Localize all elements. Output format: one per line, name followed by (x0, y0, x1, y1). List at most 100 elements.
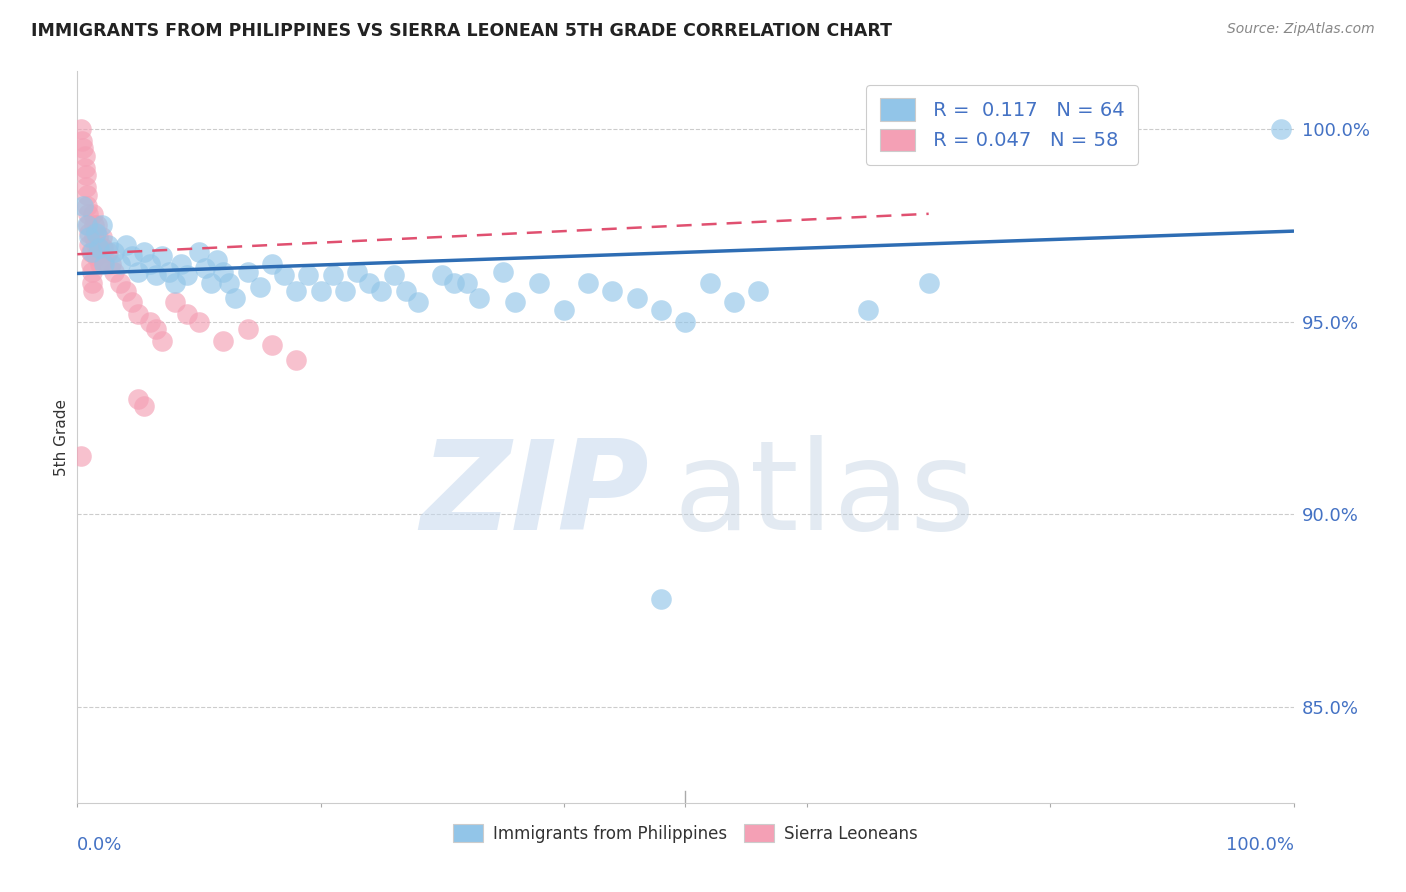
Point (97, 237, 120, 252)
Point (73, 149, 96, 163)
Point (93, 252, 115, 267)
Point (108, 257, 131, 271)
Point (70, 122, 93, 136)
Point (72, 199, 94, 213)
Point (249, 280, 271, 294)
Text: 100.0%: 100.0% (1226, 836, 1294, 854)
Point (76, 187, 98, 202)
Point (76, 199, 98, 213)
Point (83, 219, 105, 233)
Point (430, 268, 453, 283)
Point (72, 141, 94, 155)
Point (212, 334, 235, 348)
Point (76, 219, 98, 233)
Point (75, 179, 97, 194)
Point (260, 337, 283, 351)
Point (200, 276, 222, 290)
Point (77, 219, 100, 233)
Point (553, 303, 575, 318)
Point (218, 276, 240, 290)
Point (333, 284, 356, 298)
Point (723, 295, 745, 310)
Point (395, 284, 418, 298)
Point (80, 245, 103, 260)
Point (82, 284, 104, 298)
Point (134, 245, 156, 260)
Point (503, 295, 526, 310)
Point (70, 450, 93, 464)
Point (152, 249, 174, 263)
Point (80, 264, 103, 278)
Point (84, 237, 107, 252)
Text: ZIP: ZIP (420, 435, 650, 556)
Point (103, 245, 125, 260)
Point (626, 292, 648, 306)
Point (87, 230, 110, 244)
Point (79, 230, 101, 244)
Point (176, 268, 198, 283)
Point (115, 237, 138, 252)
Point (108, 276, 131, 290)
Point (89, 257, 111, 271)
Point (83, 230, 105, 244)
Text: IMMIGRANTS FROM PHILIPPINES VS SIERRA LEONEAN 5TH GRADE CORRELATION CHART: IMMIGRANTS FROM PHILIPPINES VS SIERRA LE… (31, 22, 891, 40)
Point (188, 245, 211, 260)
Point (70, 134, 93, 148)
Point (699, 276, 721, 290)
Point (89, 245, 111, 260)
Point (84, 249, 107, 263)
Point (918, 276, 941, 290)
Point (152, 334, 174, 348)
Point (86, 219, 108, 233)
Point (82, 207, 104, 221)
Point (80, 245, 103, 260)
Point (134, 399, 156, 413)
Point (80, 276, 103, 290)
Point (359, 276, 381, 290)
Point (75, 169, 97, 183)
Point (650, 591, 672, 606)
Point (346, 264, 368, 278)
Point (139, 315, 162, 329)
Point (236, 322, 259, 336)
Point (176, 307, 198, 321)
Point (84, 226, 107, 240)
Point (93, 257, 115, 271)
Text: Source: ZipAtlas.com: Source: ZipAtlas.com (1227, 22, 1375, 37)
Point (456, 276, 478, 290)
Point (576, 276, 599, 290)
Point (80, 257, 103, 271)
Point (127, 392, 149, 406)
Point (121, 249, 143, 263)
Text: 0.0%: 0.0% (77, 836, 122, 854)
Point (382, 268, 405, 283)
Point (205, 252, 228, 267)
Point (322, 268, 344, 283)
Point (236, 264, 259, 278)
Point (97, 245, 120, 260)
Point (145, 322, 167, 336)
Legend: Immigrants from Philippines, Sierra Leoneans: Immigrants from Philippines, Sierra Leon… (447, 818, 924, 849)
Point (406, 295, 429, 310)
Point (285, 284, 308, 298)
Point (856, 303, 879, 318)
Point (79, 237, 101, 252)
Point (139, 257, 162, 271)
Point (194, 260, 217, 275)
Point (90, 219, 112, 233)
Point (602, 284, 624, 298)
Point (121, 295, 143, 310)
Point (89, 242, 111, 256)
Point (675, 315, 697, 329)
Point (188, 315, 211, 329)
Point (163, 276, 186, 290)
Y-axis label: 5th Grade: 5th Grade (53, 399, 69, 475)
Point (170, 257, 193, 271)
Text: atlas: atlas (673, 435, 976, 556)
Point (127, 264, 149, 278)
Point (73, 161, 96, 175)
Point (1270, 122, 1292, 136)
Point (650, 303, 672, 318)
Point (127, 307, 149, 321)
Point (100, 257, 122, 271)
